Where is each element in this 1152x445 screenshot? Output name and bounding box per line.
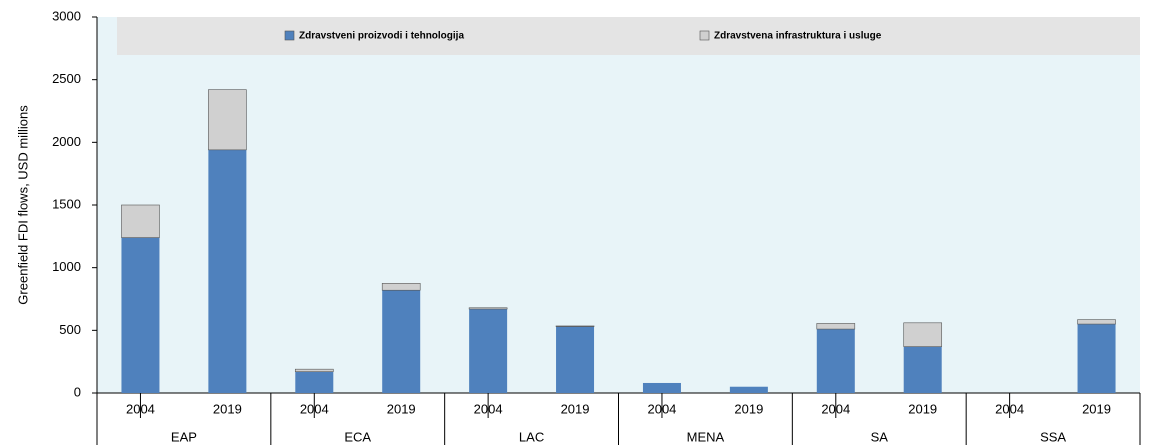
y-tick-label: 2500 [52,71,81,86]
bar-segment [903,346,942,393]
bar-segment [469,309,508,393]
bar-segment [208,149,247,393]
y-tick-label: 500 [59,322,81,337]
group-label: SA [871,429,889,444]
bar-segment [294,368,334,372]
legend-label: Zdravstveni proizvodi i tehnologija [299,31,464,42]
group-label: EAP [171,429,197,444]
y-tick-label: 3000 [52,8,81,23]
x-tick-label: 2019 [1082,401,1111,416]
x-tick-label: 2019 [387,401,416,416]
bar-segment [903,322,943,347]
x-tick-label: 2019 [734,401,763,416]
bar-segment [295,371,334,393]
bar-segment [1077,324,1116,393]
x-tick-label: 2019 [213,401,242,416]
bar-segment [121,204,160,238]
bar-segment [382,290,421,393]
legend-swatch [699,30,710,41]
bar-segment [468,307,508,310]
x-tick-label: 2019 [561,401,590,416]
y-tick-label: 0 [74,384,81,399]
legend-swatch [284,30,295,41]
y-axis-label: Greenfield FDI flows, USD millions [15,105,30,305]
group-label: LAC [519,429,544,444]
y-tick-label: 1500 [52,196,81,211]
bar-segment [816,329,855,393]
legend-label: Zdravstvena infrastruktura i usluge [714,31,882,42]
x-tick-label: 2019 [908,401,937,416]
y-tick-label: 2000 [52,134,81,149]
bar-segment [1077,319,1116,325]
bar-segment [381,283,421,291]
y-tick-label: 1000 [52,259,81,274]
bar-segment [121,237,160,393]
bar-segment [555,325,595,327]
bar-segment [556,326,595,393]
group-label: SSA [1040,429,1066,444]
bar-segment [816,323,856,330]
bar-segment [208,89,247,151]
bar-segment [642,382,681,393]
group-label: MENA [687,429,725,444]
bar-segment [729,386,768,393]
group-label: ECA [344,429,371,444]
plot-background [97,17,1140,393]
legend-background [117,17,1140,55]
